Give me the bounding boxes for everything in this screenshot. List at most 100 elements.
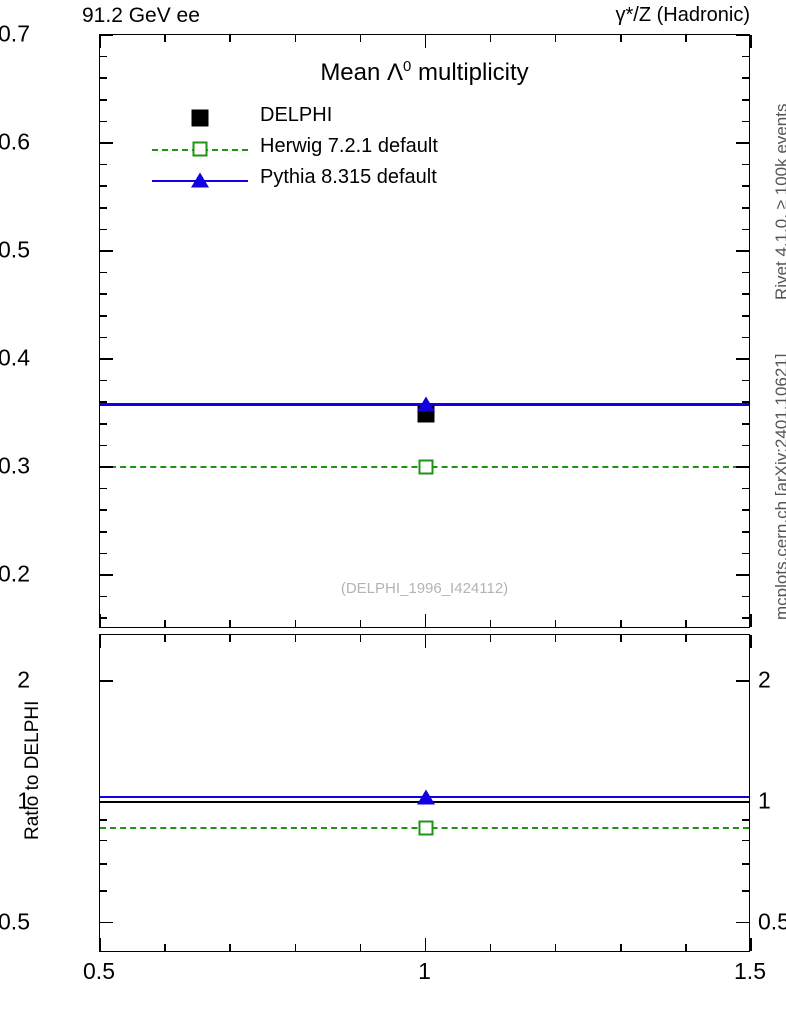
y-tick-main-right: [742, 271, 749, 274]
y-tick-main: [100, 163, 107, 166]
y-tick-main: [100, 34, 113, 36]
y-tick-ratio-right: [736, 679, 749, 682]
x-tick-ratio-top: [620, 635, 622, 642]
y-tick-main: [100, 55, 107, 58]
x-tick-ratio-bottom: [424, 938, 427, 951]
y-tick-ratio-right: [736, 800, 749, 803]
y-tick-main: [100, 142, 113, 144]
y-tick-main: [100, 315, 107, 317]
y-tick-main-right: [742, 595, 749, 598]
x-tick-main-bottom: [685, 620, 687, 627]
y-tick-label-main: 0.2: [0, 560, 30, 587]
y-tick-ratio: [100, 800, 113, 803]
y-tick-main: [100, 487, 107, 490]
x-tick-ratio-top: [229, 635, 231, 642]
y-tick-main-right: [742, 617, 749, 619]
x-tick-ratio-top: [750, 635, 752, 648]
legend-key-herwig: [152, 134, 248, 165]
y-tick-main-right: [736, 250, 749, 252]
y-tick-label-ratio-right: 0.5: [758, 908, 786, 935]
y-tick-ratio: [100, 921, 113, 924]
y-tick-main-right: [742, 99, 749, 101]
x-tick-main-bottom: [424, 614, 427, 627]
x-tick-main-top: [489, 35, 492, 42]
plot-title-superscript: 0: [403, 59, 412, 75]
marker-filled-triangle: [416, 396, 435, 412]
y-tick-label-ratio: 0.5: [0, 908, 30, 935]
marker-open-square: [418, 459, 433, 475]
x-tick-main-top: [359, 35, 362, 42]
y-tick-main: [100, 379, 107, 382]
y-tick-main: [100, 250, 113, 252]
y-tick-label-ratio: 2: [17, 666, 30, 693]
y-tick-ratio-right: [742, 819, 749, 821]
x-tick-ratio-bottom: [229, 944, 231, 951]
y-tick-main-right: [742, 163, 749, 166]
y-tick-label-main: 0.3: [0, 452, 30, 479]
rivet-version-annotation: Rivet 4.1.0, ≥ 100k events: [772, 103, 786, 300]
x-tick-main-bottom: [554, 620, 557, 627]
y-tick-ratio: [100, 863, 107, 865]
y-tick-main: [100, 207, 107, 209]
x-tick-ratio-bottom: [99, 938, 101, 951]
header-beam-label: 91.2 GeV ee: [82, 4, 200, 27]
open-square-icon: [192, 141, 208, 157]
y-tick-main-right: [742, 185, 749, 187]
y-tick-main-right: [742, 509, 749, 511]
y-tick-main-right: [742, 120, 749, 123]
x-tick-ratio-top: [164, 635, 166, 642]
y-tick-main-right: [742, 444, 749, 447]
y-tick-main: [100, 423, 107, 425]
x-tick-main-top: [685, 35, 687, 42]
marker-open-square: [418, 820, 433, 836]
marker-filled-triangle: [416, 789, 435, 805]
y-tick-main: [100, 293, 107, 295]
analysis-watermark: (DELPHI_1996_I424112): [340, 580, 509, 597]
plot-title-tail: multiplicity: [411, 59, 529, 86]
y-tick-main: [100, 185, 107, 187]
x-tick-ratio-top: [489, 635, 492, 642]
plot-title-base: Mean Λ: [320, 59, 404, 86]
y-tick-main: [100, 466, 113, 468]
y-tick-main: [100, 358, 113, 360]
y-tick-main-right: [742, 207, 749, 209]
y-tick-label-ratio-right: 1: [758, 787, 771, 814]
y-tick-main-right: [742, 531, 749, 533]
y-tick-main-right: [742, 336, 749, 339]
x-tick-main-bottom: [750, 614, 752, 627]
x-tick-ratio-bottom: [750, 938, 752, 951]
y-tick-main: [100, 509, 107, 511]
y-tick-main: [100, 531, 107, 533]
y-tick-main: [100, 336, 107, 339]
x-tick-main-top: [750, 35, 752, 48]
plot-title: Mean Λ0 multiplicity: [320, 59, 528, 87]
x-tick-ratio-top: [685, 635, 687, 642]
x-tick-main-bottom: [294, 620, 297, 627]
y-tick-label-main: 0.6: [0, 128, 30, 155]
y-tick-main-right: [736, 466, 749, 468]
y-tick-main-right: [742, 379, 749, 382]
x-tick-ratio-bottom: [489, 944, 492, 951]
y-tick-ratio: [100, 819, 107, 821]
x-tick-ratio-bottom: [685, 944, 687, 951]
x-tick-ratio-top: [359, 635, 362, 642]
x-tick-label: 0.5: [83, 958, 115, 984]
y-tick-label-ratio-right: 2: [758, 666, 771, 693]
x-tick-main-top: [620, 35, 622, 42]
x-tick-label: 1.5: [734, 958, 766, 984]
y-tick-main-right: [736, 574, 749, 576]
y-tick-ratio-right: [736, 921, 749, 924]
legend-key-pythia: [152, 165, 248, 196]
y-tick-main-right: [742, 315, 749, 317]
x-tick-ratio-top: [424, 635, 427, 648]
y-tick-main: [100, 271, 107, 274]
x-tick-main-bottom: [99, 614, 101, 627]
y-tick-main: [100, 99, 107, 101]
y-tick-main-right: [742, 423, 749, 425]
x-tick-ratio-bottom: [294, 944, 297, 951]
x-tick-main-top: [164, 35, 166, 42]
x-tick-main-top: [424, 35, 427, 48]
header-process-label: γ*/Z (Hadronic): [615, 4, 750, 26]
y-tick-main: [100, 444, 107, 447]
